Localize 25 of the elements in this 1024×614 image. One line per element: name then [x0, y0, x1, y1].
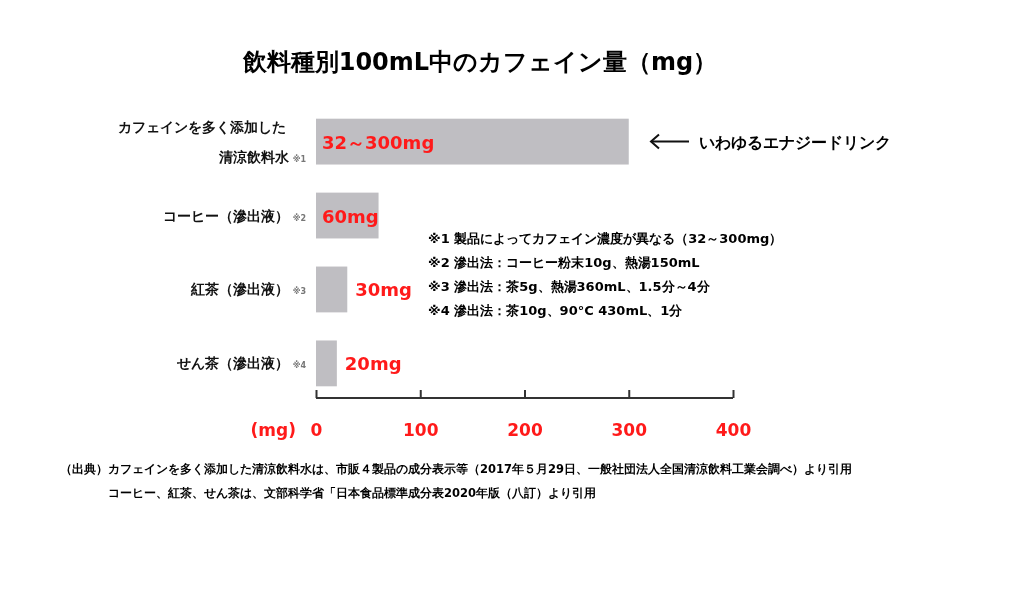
y-tick-label: カフェインを多く添加した清涼飲料水※1 — [118, 118, 307, 165]
bar — [316, 340, 337, 387]
data-label: 30mg — [355, 279, 412, 301]
data-label: 32～300mg — [322, 131, 435, 153]
chart-title: 飲料種別100mL中のカフェイン量（mg） — [241, 48, 718, 76]
x-tick-label: 200 — [507, 420, 543, 440]
annotation: ※4 滲出法：茶10g、90°C 430mL、1分 — [428, 303, 684, 318]
annotation: いわゆるエナジードリンク — [699, 132, 891, 152]
y-tick-label: 紅茶（滲出液）※3 — [189, 281, 306, 298]
x-tick-label: 300 — [611, 420, 648, 440]
annotation: ※1 製品によってカフェイン濃度が異なる（32～300mg） — [428, 231, 783, 246]
annotation: ※2 滲出法：コーヒー粉末10g、熱湯150mL — [428, 255, 700, 270]
x-tick-label: 400 — [715, 420, 752, 440]
bar — [316, 266, 348, 313]
y-tick-label: せん茶（滲出液）※4 — [175, 355, 307, 372]
x-tick-label: 100 — [403, 420, 439, 440]
text: （出典）カフェインを多く添加した清涼飲料水は、市販４製品の成分表示等（2017年５月29日、一般社団法人全国清涼飲料工業会調べ）より引用 — [60, 462, 853, 476]
data-label: 20mg — [344, 353, 402, 375]
data-label: 60mg — [322, 205, 379, 227]
x-axis-title: (mg) — [250, 420, 296, 440]
y-tick-label: コーヒー（滲出液）※2 — [162, 207, 306, 224]
text: コーヒー、紅茶、せん茶は、文部科学省「日本食品標準成分表2020年版（八訂）より引用 — [108, 486, 597, 500]
x-tick-label: 0 — [310, 420, 323, 440]
bar — [316, 118, 629, 165]
annotation: ※3 滲出法：茶5g、熱湯360mL、1.5分～4分 — [428, 279, 711, 294]
